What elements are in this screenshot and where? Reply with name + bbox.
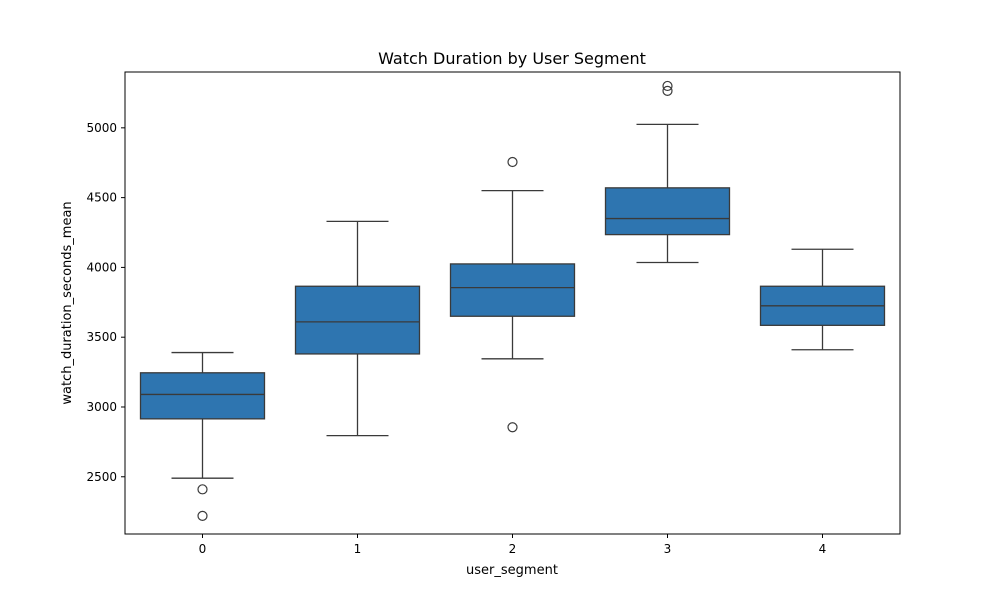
x-axis-label: user_segment: [466, 563, 558, 578]
y-tick-label: 3000: [86, 400, 117, 414]
y-tick-label: 5000: [86, 121, 117, 135]
y-tick-label: 4000: [86, 260, 117, 274]
box: [604, 187, 731, 236]
x-tick-label: 0: [199, 542, 207, 556]
box-group: [759, 248, 886, 351]
y-tick-label: 3500: [86, 330, 117, 344]
y-axis-label: watch_duration_seconds_mean: [60, 201, 75, 404]
outlier-point: [507, 156, 518, 168]
box: [294, 285, 421, 355]
outlier-point: [662, 85, 673, 96]
x-tick-label: 2: [509, 542, 517, 556]
y-tick-label: 4500: [86, 191, 117, 205]
box-group: [139, 351, 266, 521]
box-group: [604, 80, 731, 264]
box: [449, 263, 576, 317]
chart-title: Watch Duration by User Segment: [378, 49, 646, 68]
x-tick-label: 3: [664, 542, 672, 556]
outlier-point: [197, 510, 208, 521]
box-group: [449, 156, 576, 433]
boxes: [139, 80, 886, 521]
outlier-point: [662, 80, 673, 92]
x-axis: 0 1 2 3 4: [199, 534, 827, 556]
x-tick-label: 1: [354, 542, 362, 556]
x-tick-label: 4: [819, 542, 827, 556]
box-group: [294, 220, 421, 437]
outlier-point: [197, 484, 208, 495]
outlier-point: [507, 422, 518, 433]
box: [139, 372, 266, 420]
y-axis: 2500 3000 3500 4000 4500 5000: [86, 121, 125, 484]
y-tick-label: 2500: [86, 470, 117, 484]
